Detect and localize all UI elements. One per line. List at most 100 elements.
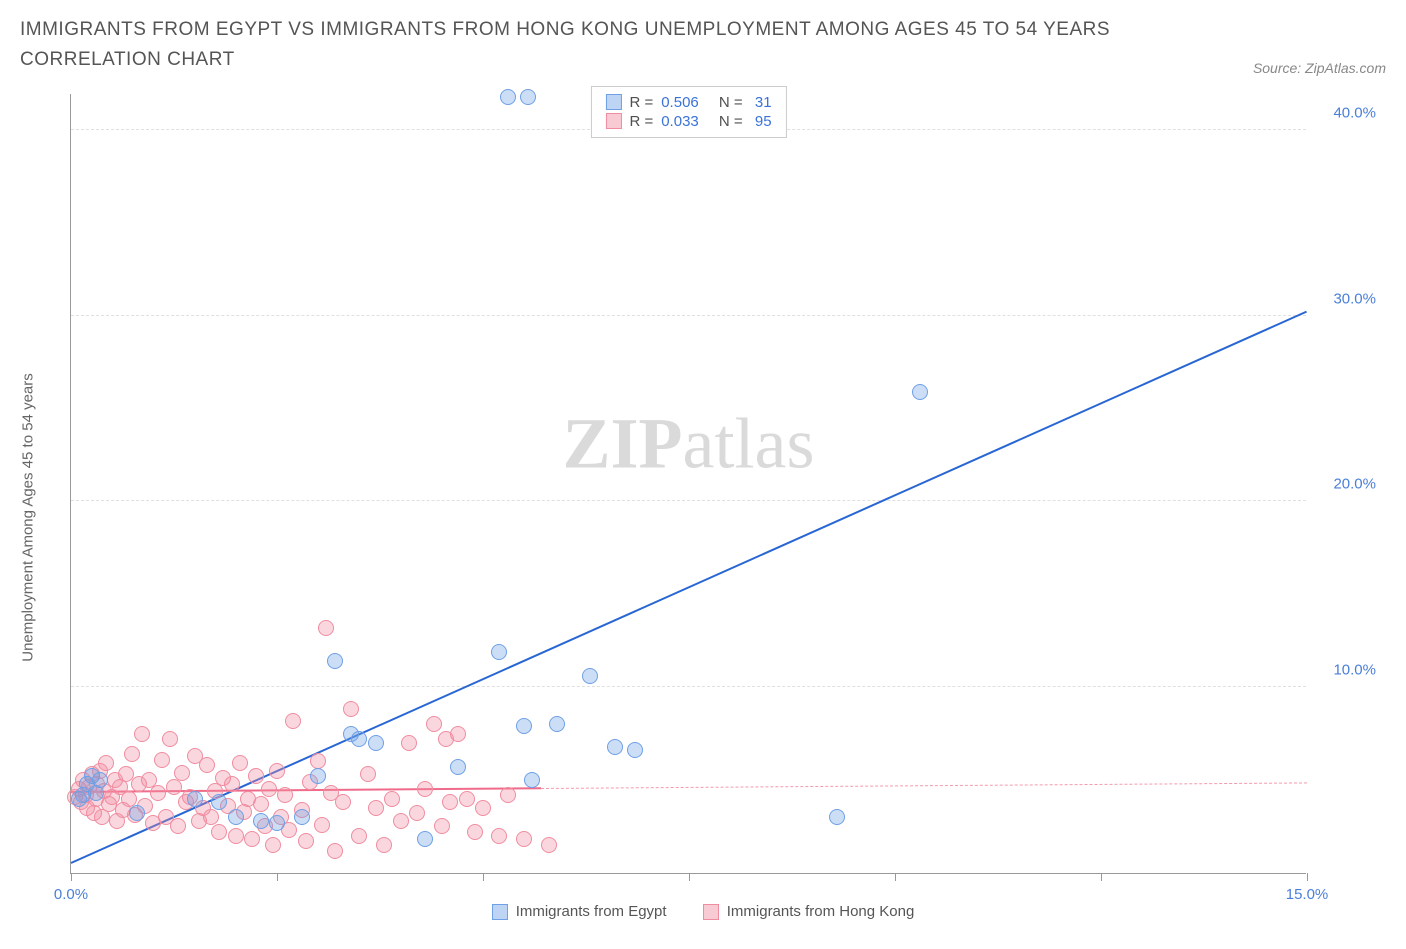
- data-point: [285, 713, 301, 729]
- data-point: [343, 701, 359, 717]
- data-point: [253, 813, 269, 829]
- data-point: [162, 731, 178, 747]
- x-tick: [1307, 873, 1308, 881]
- data-point: [129, 805, 145, 821]
- y-tick-label: 30.0%: [1333, 290, 1376, 307]
- y-tick-label: 20.0%: [1333, 476, 1376, 493]
- data-point: [393, 813, 409, 829]
- data-point: [265, 837, 281, 853]
- gridline: [71, 500, 1306, 501]
- y-tick-label: 40.0%: [1333, 104, 1376, 121]
- watermark-bold: ZIP: [563, 404, 683, 484]
- data-point: [199, 757, 215, 773]
- r-value-egypt: 0.506: [661, 94, 699, 111]
- legend-item-egypt: Immigrants from Egypt: [492, 903, 667, 920]
- data-point: [269, 763, 285, 779]
- data-point: [121, 791, 137, 807]
- data-point: [310, 768, 326, 784]
- data-point: [500, 89, 516, 105]
- data-point: [92, 772, 108, 788]
- data-point: [442, 794, 458, 810]
- legend-item-hongkong: Immigrants from Hong Kong: [703, 903, 915, 920]
- watermark-light: atlas: [683, 404, 815, 484]
- x-tick: [483, 873, 484, 881]
- n-value-hongkong: 95: [751, 113, 772, 130]
- r-label: R =: [629, 94, 653, 111]
- data-point: [351, 731, 367, 747]
- y-axis-label: Unemployment Among Ages 45 to 54 years: [20, 373, 37, 662]
- data-point: [450, 759, 466, 775]
- legend-row-hongkong: R = 0.033 N = 95: [605, 112, 771, 131]
- data-point: [520, 89, 536, 105]
- data-point: [314, 817, 330, 833]
- swatch-egypt-icon: [605, 94, 621, 110]
- gridline: [71, 686, 1306, 687]
- data-point: [409, 805, 425, 821]
- chart-header: IMMIGRANTS FROM EGYPT VS IMMIGRANTS FROM…: [20, 15, 1386, 76]
- trend-line: [541, 783, 1307, 790]
- data-point: [376, 837, 392, 853]
- x-tick: [1101, 873, 1102, 881]
- data-point: [360, 766, 376, 782]
- y-tick-label: 10.0%: [1333, 662, 1376, 679]
- data-point: [582, 668, 598, 684]
- n-label: N =: [719, 113, 743, 130]
- data-point: [174, 765, 190, 781]
- data-point: [134, 726, 150, 742]
- data-point: [417, 831, 433, 847]
- data-point: [607, 739, 623, 755]
- data-point: [124, 746, 140, 762]
- x-tick: [71, 873, 72, 881]
- x-tick: [895, 873, 896, 881]
- data-point: [450, 726, 466, 742]
- data-point: [211, 824, 227, 840]
- data-point: [253, 796, 269, 812]
- legend-label-hongkong: Immigrants from Hong Kong: [727, 903, 915, 920]
- data-point: [368, 800, 384, 816]
- data-point: [500, 787, 516, 803]
- data-point: [327, 653, 343, 669]
- data-point: [98, 755, 114, 771]
- x-tick: [277, 873, 278, 881]
- swatch-hongkong-icon: [605, 113, 621, 129]
- swatch-hongkong-icon: [703, 904, 719, 920]
- data-point: [417, 781, 433, 797]
- data-point: [277, 787, 293, 803]
- data-point: [912, 384, 928, 400]
- data-point: [318, 620, 334, 636]
- data-point: [154, 752, 170, 768]
- data-point: [491, 644, 507, 660]
- r-value-hongkong: 0.033: [661, 113, 699, 130]
- n-label: N =: [719, 94, 743, 111]
- data-point: [228, 828, 244, 844]
- data-point: [475, 800, 491, 816]
- legend-row-egypt: R = 0.506 N = 31: [605, 93, 771, 112]
- legend-label-egypt: Immigrants from Egypt: [516, 903, 667, 920]
- series-legend: Immigrants from Egypt Immigrants from Ho…: [20, 903, 1386, 924]
- data-point: [434, 818, 450, 834]
- data-point: [524, 772, 540, 788]
- data-point: [294, 809, 310, 825]
- gridline: [71, 315, 1306, 316]
- data-point: [491, 828, 507, 844]
- data-point: [426, 716, 442, 732]
- data-point: [516, 831, 532, 847]
- watermark: ZIPatlas: [563, 403, 815, 486]
- x-tick: [689, 873, 690, 881]
- swatch-egypt-icon: [492, 904, 508, 920]
- n-value-egypt: 31: [751, 94, 772, 111]
- data-point: [310, 753, 326, 769]
- data-point: [170, 818, 186, 834]
- correlation-legend: R = 0.506 N = 31 R = 0.033 N = 95: [590, 86, 786, 138]
- data-point: [203, 809, 219, 825]
- plot-area: ZIPatlas R = 0.506 N = 31 R = 0.033 N = …: [70, 94, 1306, 874]
- chart-title: IMMIGRANTS FROM EGYPT VS IMMIGRANTS FROM…: [20, 15, 1170, 76]
- data-point: [351, 828, 367, 844]
- data-point: [269, 815, 285, 831]
- data-point: [224, 776, 240, 792]
- r-label: R =: [629, 113, 653, 130]
- chart-container: Unemployment Among Ages 45 to 54 years Z…: [20, 84, 1386, 934]
- data-point: [211, 794, 227, 810]
- data-point: [384, 791, 400, 807]
- data-point: [166, 779, 182, 795]
